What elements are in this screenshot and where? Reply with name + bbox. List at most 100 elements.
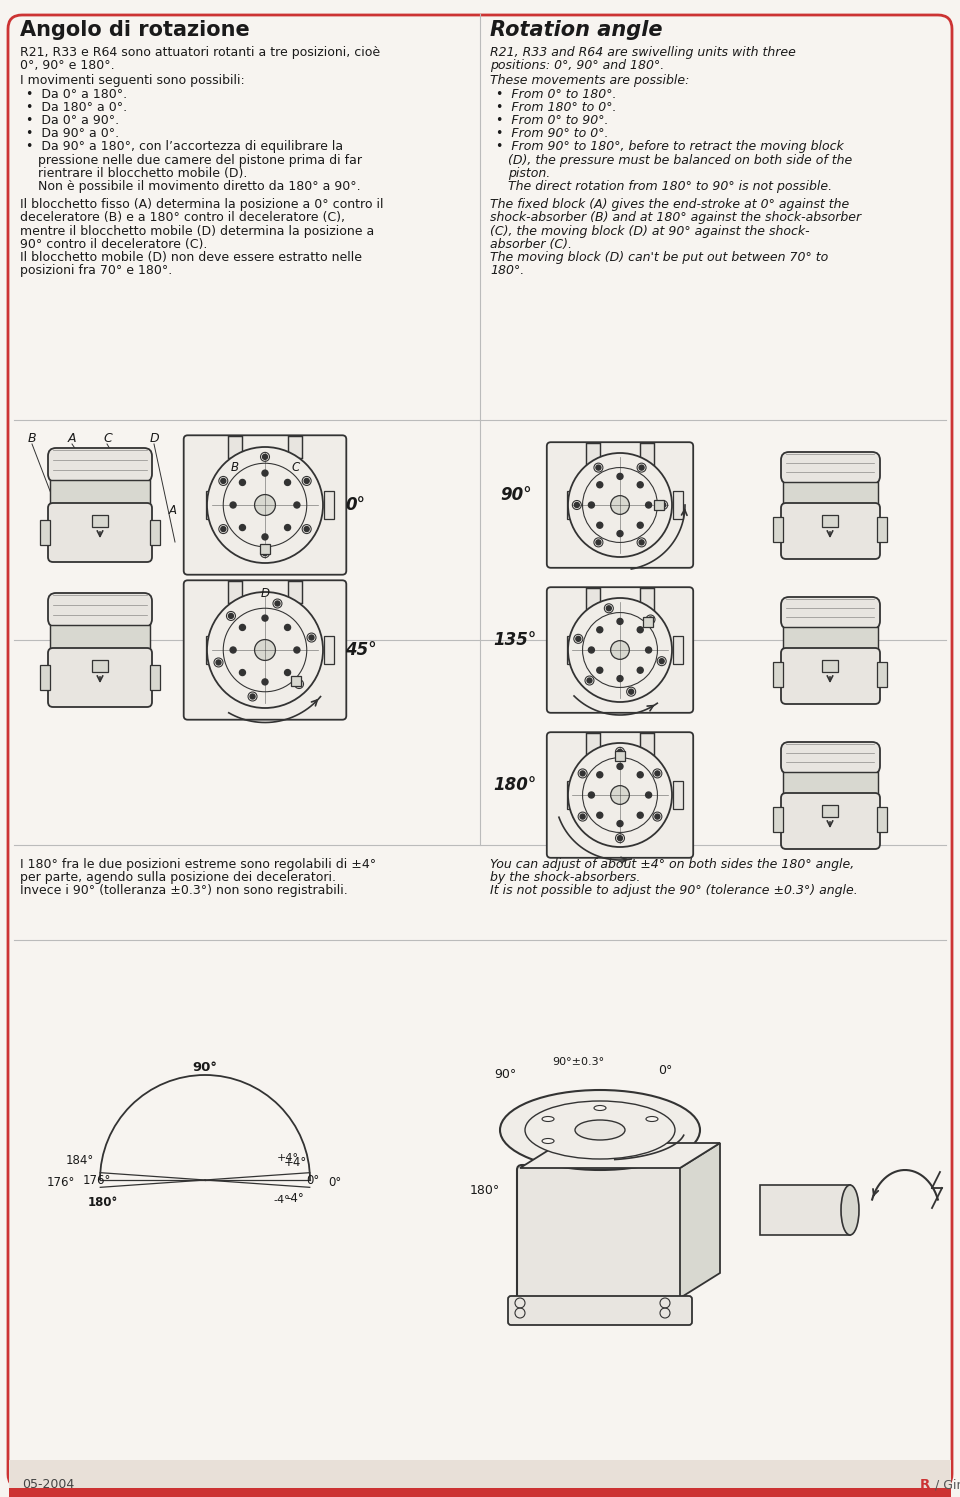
Circle shape xyxy=(611,786,630,804)
Text: Il blocchetto mobile (D) non deve essere estratto nelle: Il blocchetto mobile (D) non deve essere… xyxy=(20,251,362,263)
Bar xyxy=(9,1460,951,1488)
Circle shape xyxy=(611,496,630,515)
Circle shape xyxy=(611,641,630,659)
Circle shape xyxy=(580,771,586,775)
Circle shape xyxy=(250,695,255,699)
Bar xyxy=(640,734,654,754)
Text: positions: 0°, 90° and 180°.: positions: 0°, 90° and 180°. xyxy=(490,60,664,72)
Circle shape xyxy=(588,792,594,798)
Polygon shape xyxy=(680,1144,720,1298)
Circle shape xyxy=(580,814,586,819)
Bar xyxy=(324,636,334,665)
Bar xyxy=(567,636,577,665)
Circle shape xyxy=(239,624,246,630)
FancyBboxPatch shape xyxy=(48,593,152,627)
Bar xyxy=(641,611,653,615)
Text: •  Da 0° a 180°.: • Da 0° a 180°. xyxy=(26,88,127,100)
Ellipse shape xyxy=(841,1186,859,1235)
Bar xyxy=(773,516,783,542)
Polygon shape xyxy=(520,1144,720,1168)
Text: posizioni fra 70° e 180°.: posizioni fra 70° e 180°. xyxy=(20,263,172,277)
Text: +4°: +4° xyxy=(283,1156,306,1169)
Text: Non è possibile il movimento diretto da 180° a 90°.: Non è possibile il movimento diretto da … xyxy=(38,180,361,193)
Text: •  From 0° to 180°.: • From 0° to 180°. xyxy=(496,88,616,100)
Circle shape xyxy=(655,814,660,819)
FancyBboxPatch shape xyxy=(183,436,347,575)
Circle shape xyxy=(639,466,644,470)
Circle shape xyxy=(637,627,643,633)
Circle shape xyxy=(597,482,603,488)
Circle shape xyxy=(617,820,623,826)
Circle shape xyxy=(607,606,612,611)
Bar xyxy=(673,491,683,519)
FancyBboxPatch shape xyxy=(8,15,952,1488)
Text: It is not possible to adjust the 90° (tolerance ±0.3°) angle.: It is not possible to adjust the 90° (to… xyxy=(490,885,857,897)
Bar xyxy=(289,458,301,463)
Circle shape xyxy=(294,501,300,507)
Text: 90° contro il deceleratore (C).: 90° contro il deceleratore (C). xyxy=(20,238,207,251)
Circle shape xyxy=(239,524,246,530)
Bar xyxy=(50,626,150,650)
Text: piston.: piston. xyxy=(508,166,550,180)
Bar xyxy=(324,491,334,519)
Circle shape xyxy=(576,636,581,641)
Circle shape xyxy=(230,647,236,653)
Circle shape xyxy=(228,614,233,618)
Text: per parte, agendo sulla posizione dei deceleratori.: per parte, agendo sulla posizione dei de… xyxy=(20,871,336,885)
Ellipse shape xyxy=(594,1105,606,1111)
Bar xyxy=(567,781,577,808)
Circle shape xyxy=(294,647,300,653)
Bar xyxy=(641,754,653,760)
Text: shock-absorber (B) and at 180° against the shock-absorber: shock-absorber (B) and at 180° against t… xyxy=(490,211,861,225)
Ellipse shape xyxy=(542,1139,554,1144)
Text: •  Da 90° a 0°.: • Da 90° a 0°. xyxy=(26,127,119,141)
Bar xyxy=(586,443,600,466)
Text: You can adjust of about ±4° on both sides the 180° angle,: You can adjust of about ±4° on both side… xyxy=(490,858,854,871)
FancyBboxPatch shape xyxy=(183,581,347,720)
Circle shape xyxy=(254,494,276,515)
Circle shape xyxy=(660,503,665,507)
Text: •  Da 180° a 0°.: • Da 180° a 0°. xyxy=(26,100,127,114)
Bar xyxy=(288,436,302,458)
Circle shape xyxy=(617,675,623,681)
Bar xyxy=(877,662,887,687)
Text: deceleratore (B) e a 180° contro il deceleratore (C),: deceleratore (B) e a 180° contro il dece… xyxy=(20,211,345,225)
Circle shape xyxy=(655,771,660,775)
Circle shape xyxy=(216,660,221,665)
Text: mentre il blocchetto mobile (D) determina la posizione a: mentre il blocchetto mobile (D) determin… xyxy=(20,225,374,238)
Bar xyxy=(640,443,654,466)
Bar xyxy=(822,805,838,817)
Text: 0°: 0° xyxy=(306,1174,320,1187)
FancyBboxPatch shape xyxy=(781,452,880,484)
Bar xyxy=(773,807,783,832)
FancyBboxPatch shape xyxy=(48,648,152,707)
Bar xyxy=(654,500,664,510)
Circle shape xyxy=(597,522,603,528)
Text: The moving block (D) can't be put out between 70° to: The moving block (D) can't be put out be… xyxy=(490,251,828,263)
Circle shape xyxy=(568,454,672,557)
Circle shape xyxy=(637,813,643,819)
Text: Invece i 90° (tolleranza ±0.3°) non sono registrabili.: Invece i 90° (tolleranza ±0.3°) non sono… xyxy=(20,885,348,897)
Text: 90°: 90° xyxy=(193,1061,217,1073)
Text: rientrare il blocchetto mobile (D).: rientrare il blocchetto mobile (D). xyxy=(38,166,248,180)
Text: 90°±0.3°: 90°±0.3° xyxy=(552,1057,604,1067)
Circle shape xyxy=(284,479,291,485)
Bar xyxy=(92,660,108,672)
Bar xyxy=(40,665,50,690)
Text: 176°: 176° xyxy=(83,1174,111,1187)
Circle shape xyxy=(284,669,291,675)
Circle shape xyxy=(637,522,643,528)
Text: by the shock-absorbers.: by the shock-absorbers. xyxy=(490,871,640,885)
Bar xyxy=(783,482,878,504)
Circle shape xyxy=(617,750,622,754)
Text: pressione nelle due camere del pistone prima di far: pressione nelle due camere del pistone p… xyxy=(38,154,362,166)
Circle shape xyxy=(239,669,246,675)
Circle shape xyxy=(637,668,643,674)
Circle shape xyxy=(262,551,268,555)
Circle shape xyxy=(304,527,309,531)
Circle shape xyxy=(629,689,634,695)
Text: C: C xyxy=(103,433,111,445)
Circle shape xyxy=(645,792,652,798)
FancyBboxPatch shape xyxy=(517,1165,683,1301)
Circle shape xyxy=(262,680,268,686)
